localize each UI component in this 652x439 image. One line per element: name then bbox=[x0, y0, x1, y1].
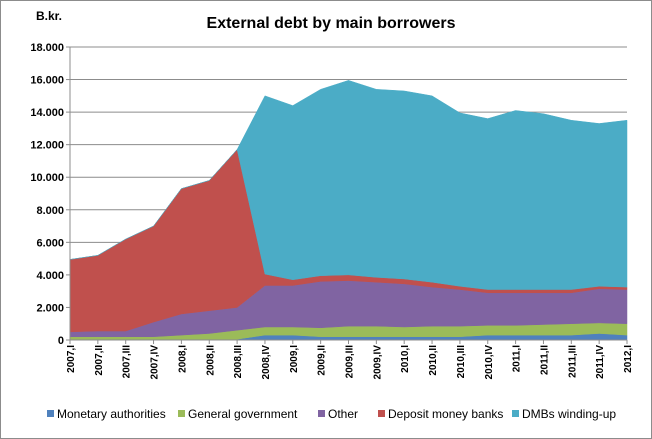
y-axis-ticks: 0 2.000 4.000 6.000 8.000 10.000 12.000 14.000 1… bbox=[30, 42, 70, 347]
stacked-areas bbox=[69, 80, 628, 341]
x-tick-label: 2011,IV bbox=[595, 345, 606, 379]
x-tick-label: 2008,I bbox=[177, 345, 188, 373]
x-tick-label: 2009,III bbox=[345, 345, 356, 379]
x-tick-label: 2007,I bbox=[66, 345, 77, 373]
legend-label-general-government: General government bbox=[188, 407, 298, 421]
legend-swatch-general-government bbox=[178, 410, 185, 417]
legend: Monetary authorities General government Ot… bbox=[47, 407, 616, 421]
legend-label-other: Other bbox=[328, 407, 358, 421]
y-axis-unit: B.kr. bbox=[36, 9, 62, 23]
x-tick-label: 2010,IV bbox=[484, 345, 495, 380]
x-tick-label: 2008,III bbox=[233, 345, 244, 379]
area-dmbs-winding-up bbox=[69, 80, 628, 290]
x-tick-label: 2011,II bbox=[539, 345, 550, 375]
y-tick-label: 18.000 bbox=[30, 42, 64, 54]
x-tick-label: 2011,I bbox=[512, 345, 523, 372]
y-tick-label: 10.000 bbox=[30, 172, 64, 184]
y-tick-label: 0 bbox=[58, 335, 64, 347]
legend-swatch-other bbox=[318, 410, 325, 417]
legend-swatch-dmbs-winding-up bbox=[512, 410, 519, 417]
y-tick-label: 16.000 bbox=[30, 75, 64, 87]
x-tick-label: 2007,II bbox=[94, 345, 105, 376]
x-tick-label: 2012,I bbox=[623, 345, 634, 373]
y-tick-label: 2.000 bbox=[36, 302, 64, 314]
legend-label-deposit-money-banks: Deposit money banks bbox=[388, 407, 503, 421]
y-tick-label: 6.000 bbox=[36, 237, 64, 249]
x-tick-label: 2009,I bbox=[289, 345, 300, 373]
x-tick-label: 2010,I bbox=[400, 345, 411, 373]
x-tick-label: 2009,IV bbox=[372, 345, 383, 380]
legend-swatch-monetary-authorities bbox=[47, 410, 54, 417]
y-tick-label: 8.000 bbox=[36, 205, 64, 217]
x-tick-label: 2007,IV bbox=[150, 345, 161, 380]
chart-title: External debt by main borrowers bbox=[207, 15, 456, 32]
x-axis-ticks: 2007,I 2007,II 2007,III 2007,IV 2008,I 2008,I… bbox=[66, 340, 634, 379]
x-tick-label: 2008,II bbox=[205, 345, 216, 376]
legend-swatch-deposit-money-banks bbox=[378, 410, 385, 417]
x-tick-label: 2008,IV bbox=[261, 345, 272, 380]
x-tick-label: 2009,II bbox=[317, 345, 328, 376]
y-tick-label: 12.000 bbox=[30, 140, 64, 152]
x-tick-label: 2011,III bbox=[567, 345, 578, 378]
x-tick-label: 2010,II bbox=[428, 345, 439, 376]
x-tick-label: 2010,III bbox=[456, 345, 467, 379]
y-tick-label: 14.000 bbox=[30, 107, 64, 119]
y-tick-label: 4.000 bbox=[36, 270, 64, 282]
legend-label-monetary-authorities: Monetary authorities bbox=[57, 407, 166, 421]
x-tick-label: 2007,III bbox=[122, 345, 133, 379]
legend-label-dmbs-winding-up: DMBs winding-up bbox=[522, 407, 616, 421]
